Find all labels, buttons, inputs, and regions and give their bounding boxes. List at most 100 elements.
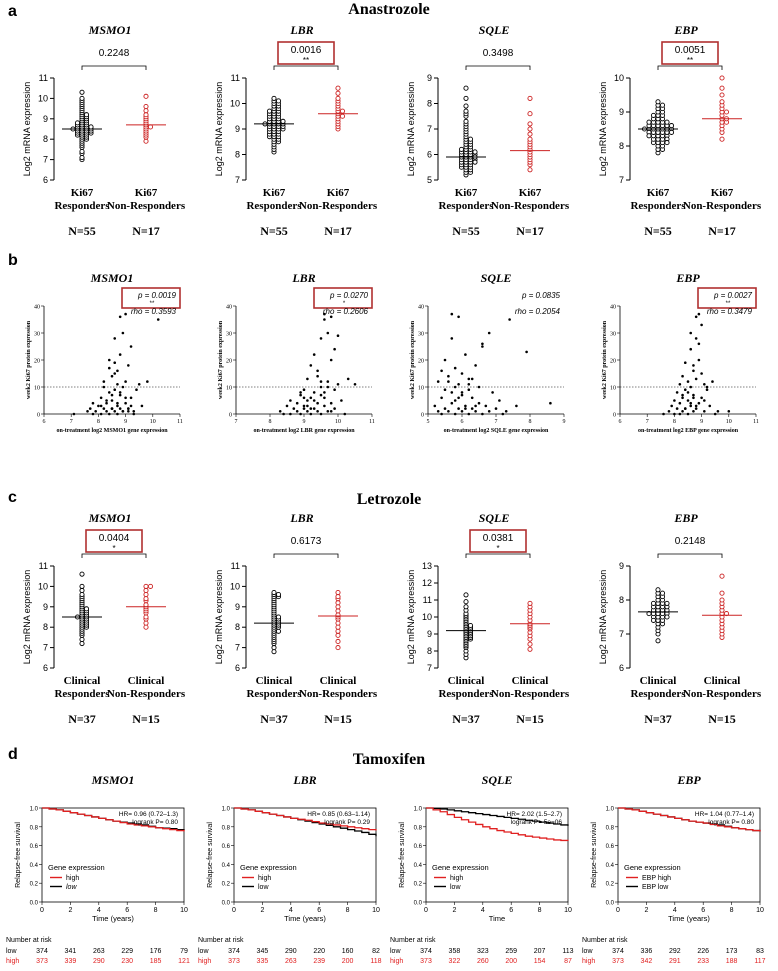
x-tick-label: 8: [269, 419, 272, 425]
x-tick-label: 4: [97, 907, 101, 914]
y-axis-label: Log2 mRNA expression: [406, 82, 416, 177]
plot-frame: [41, 807, 185, 903]
x-axis-label: on-treatment log2 LBR gene expression: [253, 428, 355, 434]
y-tick-label: 0: [37, 413, 40, 419]
responder-point: [266, 108, 273, 114]
data-point: [140, 404, 144, 408]
data-point: [443, 358, 447, 362]
non-responder-point: [527, 126, 533, 132]
non-responder-point: [143, 587, 149, 594]
x-tick-label: 2: [68, 907, 72, 914]
legend-entry: EBP high: [642, 875, 671, 882]
data-point: [99, 412, 103, 416]
responder-point: [88, 124, 94, 130]
data-point: [323, 396, 326, 400]
non-responder-point: [147, 583, 154, 589]
at-risk-count: 200: [505, 958, 517, 965]
data-point: [700, 323, 703, 327]
x-tick-label: 0: [232, 907, 236, 914]
dot-plot-msmo1-a: MSMO1 6 7 8 9 10 11 Log2 mRNA expression 0.2248 K…: [22, 23, 186, 238]
at-risk-count: 87: [564, 958, 572, 965]
data-point: [121, 331, 125, 335]
y-tick-label: 7: [619, 629, 624, 639]
data-point: [102, 385, 106, 389]
data-point: [681, 374, 684, 378]
y-tick-label: 8: [619, 141, 624, 151]
x-tick-label: 7: [646, 419, 649, 425]
data-point: [343, 412, 347, 416]
y-tick-label: 9: [43, 114, 48, 124]
y-tick-label: 30: [610, 332, 616, 338]
non-responder-point: [143, 108, 149, 114]
significance-bracket: [273, 65, 339, 70]
x-tick-label: 11: [369, 419, 375, 425]
category-label-line2: Non-Responders: [491, 200, 570, 212]
data-point: [323, 312, 326, 316]
data-point: [713, 412, 717, 416]
section-title-tamoxifen: Tamoxifen: [353, 751, 425, 768]
gene-title: MSMO1: [88, 23, 132, 37]
logrank-label: logrank P= 5e−06: [511, 819, 563, 826]
data-point: [116, 404, 119, 408]
data-point: [116, 369, 119, 373]
data-point: [299, 393, 302, 397]
data-point: [694, 377, 698, 381]
data-point: [91, 401, 95, 405]
rho-label: rho = 0.2054: [515, 307, 561, 316]
data-point: [336, 334, 340, 338]
n-label: N=37: [68, 712, 96, 726]
data-point: [683, 407, 687, 410]
y-tick-label: 20: [226, 359, 232, 365]
gene-title: SQLE: [481, 271, 512, 285]
data-point: [689, 331, 693, 335]
n-label: N=37: [260, 712, 288, 726]
at-risk-count: 173: [726, 948, 738, 955]
dot-plot-lbr-c: LBR 6 7 8 9 10 11 Log2 mRNA expression 0.6173 Cli…: [214, 511, 378, 726]
data-point: [353, 383, 357, 386]
data-point: [86, 410, 89, 413]
data-point: [484, 404, 488, 408]
responder-point: [79, 640, 85, 647]
non-responder-point: [143, 596, 149, 602]
non-responder-point: [335, 600, 341, 606]
data-point: [440, 396, 443, 400]
responder-point: [83, 606, 90, 612]
data-point: [487, 331, 491, 335]
at-risk-count: 82: [372, 948, 380, 955]
data-point: [113, 337, 117, 340]
y-tick-label: 6: [43, 175, 48, 185]
data-point: [467, 388, 471, 392]
at-risk-count: 200: [342, 958, 354, 965]
responder-point: [655, 587, 661, 593]
data-point: [686, 391, 690, 394]
data-point: [116, 401, 119, 405]
category-label-line1: Ki67: [71, 187, 94, 199]
data-point: [110, 393, 114, 397]
data-point: [453, 412, 457, 416]
y-tick-label: 40: [418, 305, 424, 311]
x-tick-label: 0: [40, 907, 44, 914]
at-risk-count: 230: [121, 958, 133, 965]
data-point: [515, 404, 518, 408]
correlation-plot-sqle: SQLE 0 10 20 30 40 5 6 7 8 9 on-treatment log2 SQLE…: [410, 271, 566, 434]
data-point: [464, 407, 467, 410]
significance-stars: **: [150, 301, 155, 307]
data-point: [137, 383, 141, 386]
at-risk-count: 345: [257, 948, 269, 955]
responder-point: [472, 149, 478, 155]
x-tick-label: 4: [673, 907, 677, 914]
at-risk-count: 259: [505, 948, 517, 955]
at-risk-count: 154: [534, 958, 546, 965]
pvalue-label: 0.6173: [291, 536, 322, 547]
data-point: [470, 377, 474, 381]
x-tick-label: 0: [424, 907, 428, 914]
x-tick-label: 2: [260, 907, 264, 914]
pvalue-label: 0.0016: [291, 45, 322, 56]
significance-bracket: [81, 65, 147, 70]
n-label: N=17: [708, 224, 736, 238]
y-axis-label: Log2 mRNA expression: [598, 82, 608, 177]
responder-point: [650, 617, 657, 623]
data-point: [118, 407, 122, 410]
